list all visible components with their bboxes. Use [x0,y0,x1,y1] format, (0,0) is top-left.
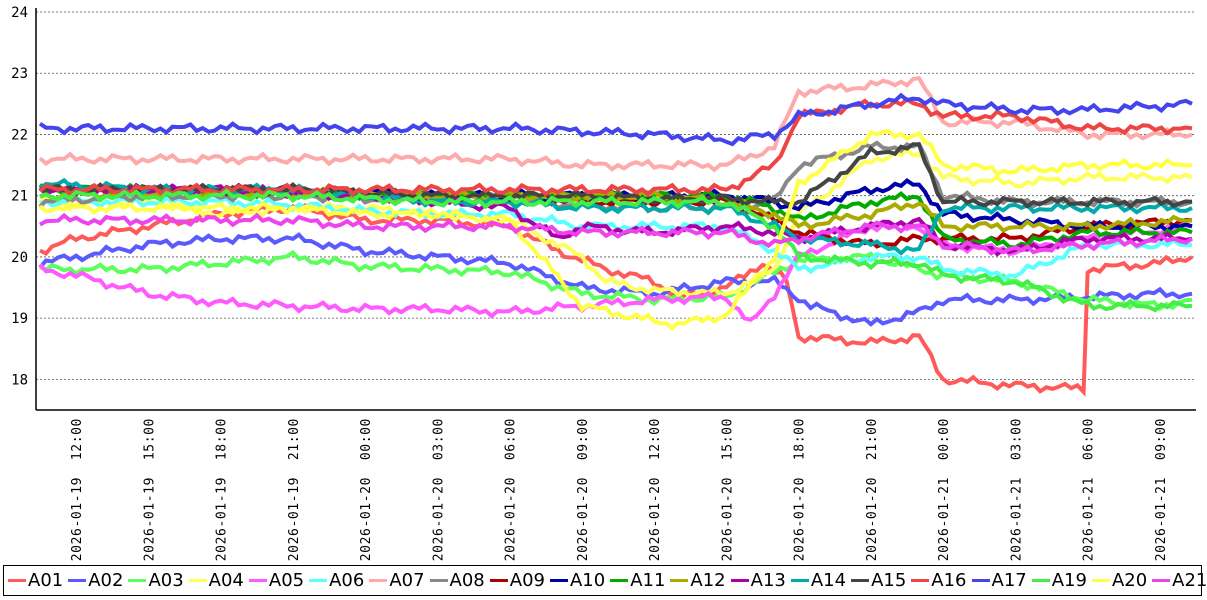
legend-label: A03 [148,569,184,591]
legend-item-a16: A16 [911,569,967,591]
x-tick-labels: 2026-01-19 12:00 2026-01-19 15:00 2026-01-… [70,418,1169,561]
legend-item-a20: A20 [1091,569,1148,591]
legend-item-a01: A01 [8,569,64,591]
legend-label: A17 [991,569,1027,591]
legend-item-a17: A17 [971,569,1027,591]
series-line-a04 [38,147,1193,299]
legend-swatch [1031,579,1050,582]
x-tick-label: 2026-01-20 09:00 [576,418,591,561]
legend-label: A07 [389,569,425,591]
legend-label: A14 [810,569,847,591]
legend-swatch [549,579,568,582]
legend-item-a11: A11 [610,569,666,591]
legend-swatch [790,579,809,582]
legend-item-a15: A15 [851,569,907,591]
y-tick-label: 20 [11,250,28,266]
x-tick-label: 2026-01-19 18:00 [215,418,230,561]
legend-item-a02: A02 [68,569,124,591]
x-tick-label: 2026-01-20 21:00 [865,418,880,561]
legend-swatch [429,579,448,582]
legend-label: A20 [1111,569,1148,591]
legend-swatch [309,579,328,582]
x-tick-label: 2026-01-20 06:00 [504,418,519,561]
legend-label: A15 [871,569,907,591]
legend: A01 A02 A03 A04 A05 A06 A07 A08 A09 A10 A11 A12 A13 A… [3,565,1207,596]
legend-label: A10 [569,569,606,591]
legend-item-a03: A03 [128,569,184,591]
legend-label: A19 [1051,569,1087,591]
y-tick-label: 18 [11,372,28,388]
x-tick-label: 2026-01-20 12:00 [648,418,663,561]
series-line-a15 [39,142,1193,210]
x-tick-label: 2026-01-21 03:00 [1009,418,1024,561]
legend-label: A02 [88,569,124,591]
legend-swatch [68,579,87,582]
legend-item-a05: A05 [248,569,305,591]
legend-label: A06 [329,569,365,591]
x-tick-label: 2026-01-20 03:00 [431,418,446,561]
y-tick-label: 19 [11,311,28,327]
legend-swatch [610,579,629,582]
legend-item-a04: A04 [188,569,244,591]
legend-item-a19: A19 [1031,569,1087,591]
legend-item-a14: A14 [790,569,847,591]
x-tick-label: 2026-01-20 18:00 [793,418,808,561]
legend-label: A13 [750,569,786,591]
legend-swatch [369,579,388,582]
legend-label: A12 [690,569,726,591]
y-tick-label: 23 [11,66,28,82]
legend-label: A01 [28,569,64,591]
legend-swatch [1152,579,1171,582]
x-tick-label: 2026-01-21 06:00 [1082,418,1097,561]
legend-swatch [730,579,749,582]
legend-label: A05 [268,569,305,591]
y-tick-label: 21 [11,189,28,205]
legend-label: A21 [1172,569,1207,591]
x-tick-label: 2026-01-20 00:00 [359,418,374,561]
series-line-a20 [38,129,1193,331]
legend-item-a10: A10 [549,569,606,591]
legend-label: A16 [931,569,967,591]
legend-swatch [128,579,147,582]
series-line-a16 [38,97,1193,198]
legend-item-a06: A06 [309,569,365,591]
legend-item-a21: A21 [1152,569,1207,591]
series-line-a07 [38,76,1193,173]
legend-swatch [971,579,990,582]
series-line-a19 [39,188,1193,313]
legend-swatch [188,579,207,582]
legend-item-a07: A07 [369,569,425,591]
legend-item-a09: A09 [489,569,545,591]
legend-item-a12: A12 [670,569,726,591]
legend-swatch [8,579,26,582]
legend-swatch [670,579,689,582]
legend-swatch [248,579,267,582]
axes [35,8,1196,411]
x-tick-label: 2026-01-20 15:00 [720,418,735,561]
legend-label: A04 [208,569,244,591]
legend-item-a13: A13 [730,569,786,591]
y-tick-label: 22 [11,127,28,143]
series-lines [38,76,1194,397]
series-line-a06 [39,194,1193,282]
x-tick-label: 2026-01-19 21:00 [287,418,302,561]
legend-swatch [489,579,508,582]
legend-swatch [1091,579,1110,582]
series-line-a17 [38,92,1193,147]
y-tick-labels: 18 19 20 21 22 23 24 [11,5,28,388]
legend-label: A09 [509,569,545,591]
legend-swatch [851,579,870,582]
x-tick-label: 2026-01-19 12:00 [70,418,85,561]
y-tick-label: 24 [11,5,28,21]
legend-item-a08: A08 [429,569,485,591]
legend-swatch [911,579,930,582]
series-line-a02 [38,232,1193,327]
legend-label: A11 [630,569,666,591]
x-tick-label: 2026-01-19 15:00 [142,418,157,561]
series-line-a21 [39,212,1194,256]
x-tick-label: 2026-01-21 09:00 [1154,418,1169,561]
legend-label: A08 [449,569,485,591]
x-tick-label: 2026-01-21 00:00 [937,418,952,561]
